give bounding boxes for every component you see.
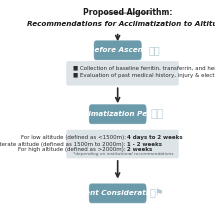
Text: 2 weeks: 2 weeks bbox=[127, 147, 153, 152]
FancyBboxPatch shape bbox=[66, 130, 179, 158]
Text: ■ Evaluation of past medical history, injury & electrolytes: ■ Evaluation of past medical history, in… bbox=[72, 73, 215, 78]
Text: Before Ascent: Before Ascent bbox=[89, 47, 146, 53]
Text: 4 days to 2 weeks: 4 days to 2 weeks bbox=[127, 135, 183, 140]
Text: *depending on institutional recommendations: *depending on institutional recommendati… bbox=[73, 152, 174, 156]
Text: Proposed Algorithm:: Proposed Algorithm: bbox=[83, 8, 172, 17]
FancyBboxPatch shape bbox=[89, 105, 146, 124]
FancyBboxPatch shape bbox=[89, 184, 146, 203]
Text: 1 - 2 weeks: 1 - 2 weeks bbox=[127, 142, 162, 146]
FancyBboxPatch shape bbox=[94, 41, 141, 60]
Text: For low altitude (defined as <1500m):: For low altitude (defined as <1500m): bbox=[21, 135, 127, 140]
Text: For moderate altitude (defined as 1500m to 2000m):: For moderate altitude (defined as 1500m … bbox=[0, 142, 127, 146]
Text: ■ Collection of baseline ferritin, transferrin, and hemoglobin mass: ■ Collection of baseline ferritin, trans… bbox=[72, 66, 215, 71]
Text: Recommendations for Acclimatization to Altitude: Recommendations for Acclimatization to A… bbox=[27, 21, 215, 27]
Text: ⛹⚑: ⛹⚑ bbox=[150, 188, 165, 198]
Text: Ascent Considerations: Ascent Considerations bbox=[72, 190, 164, 196]
Text: ⛹⛹: ⛹⛹ bbox=[149, 45, 161, 55]
Text: Acclimatization Period: Acclimatization Period bbox=[72, 111, 163, 117]
Text: For high altitude (defined as >2000m):: For high altitude (defined as >2000m): bbox=[18, 147, 127, 152]
Text: ⛰⛰: ⛰⛰ bbox=[151, 109, 164, 119]
FancyBboxPatch shape bbox=[66, 61, 179, 85]
